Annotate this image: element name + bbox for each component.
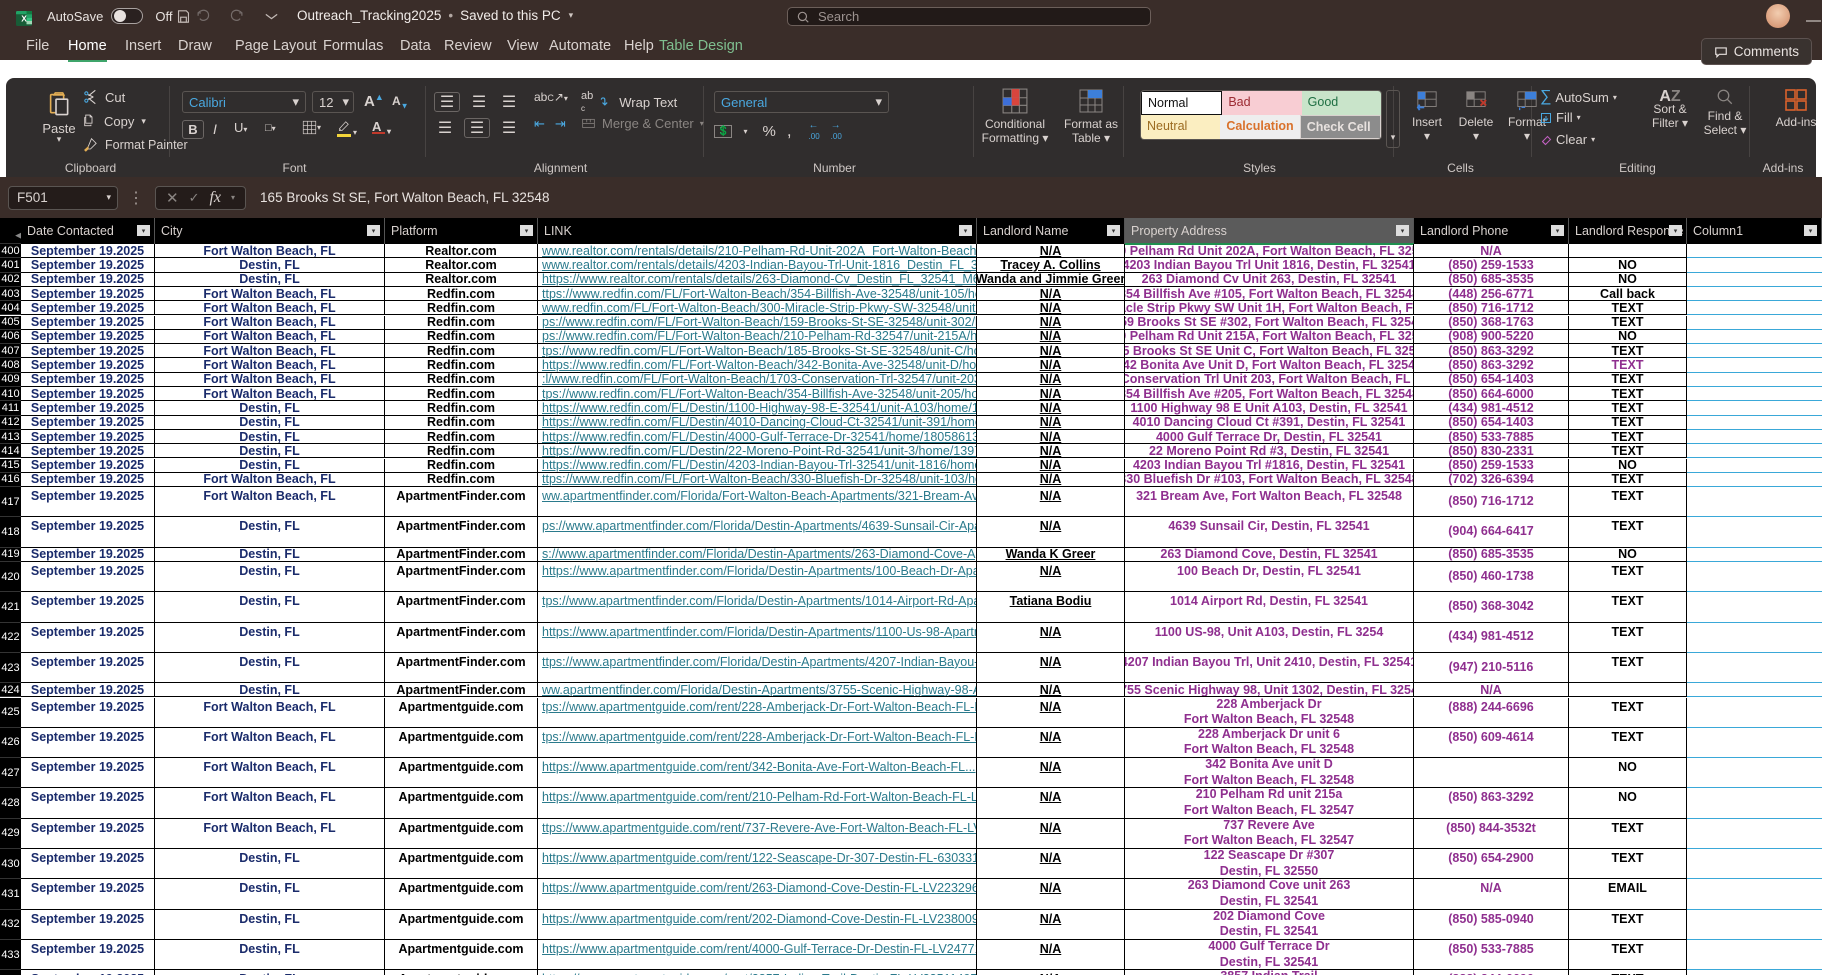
svg-text:X: X <box>21 14 27 24</box>
